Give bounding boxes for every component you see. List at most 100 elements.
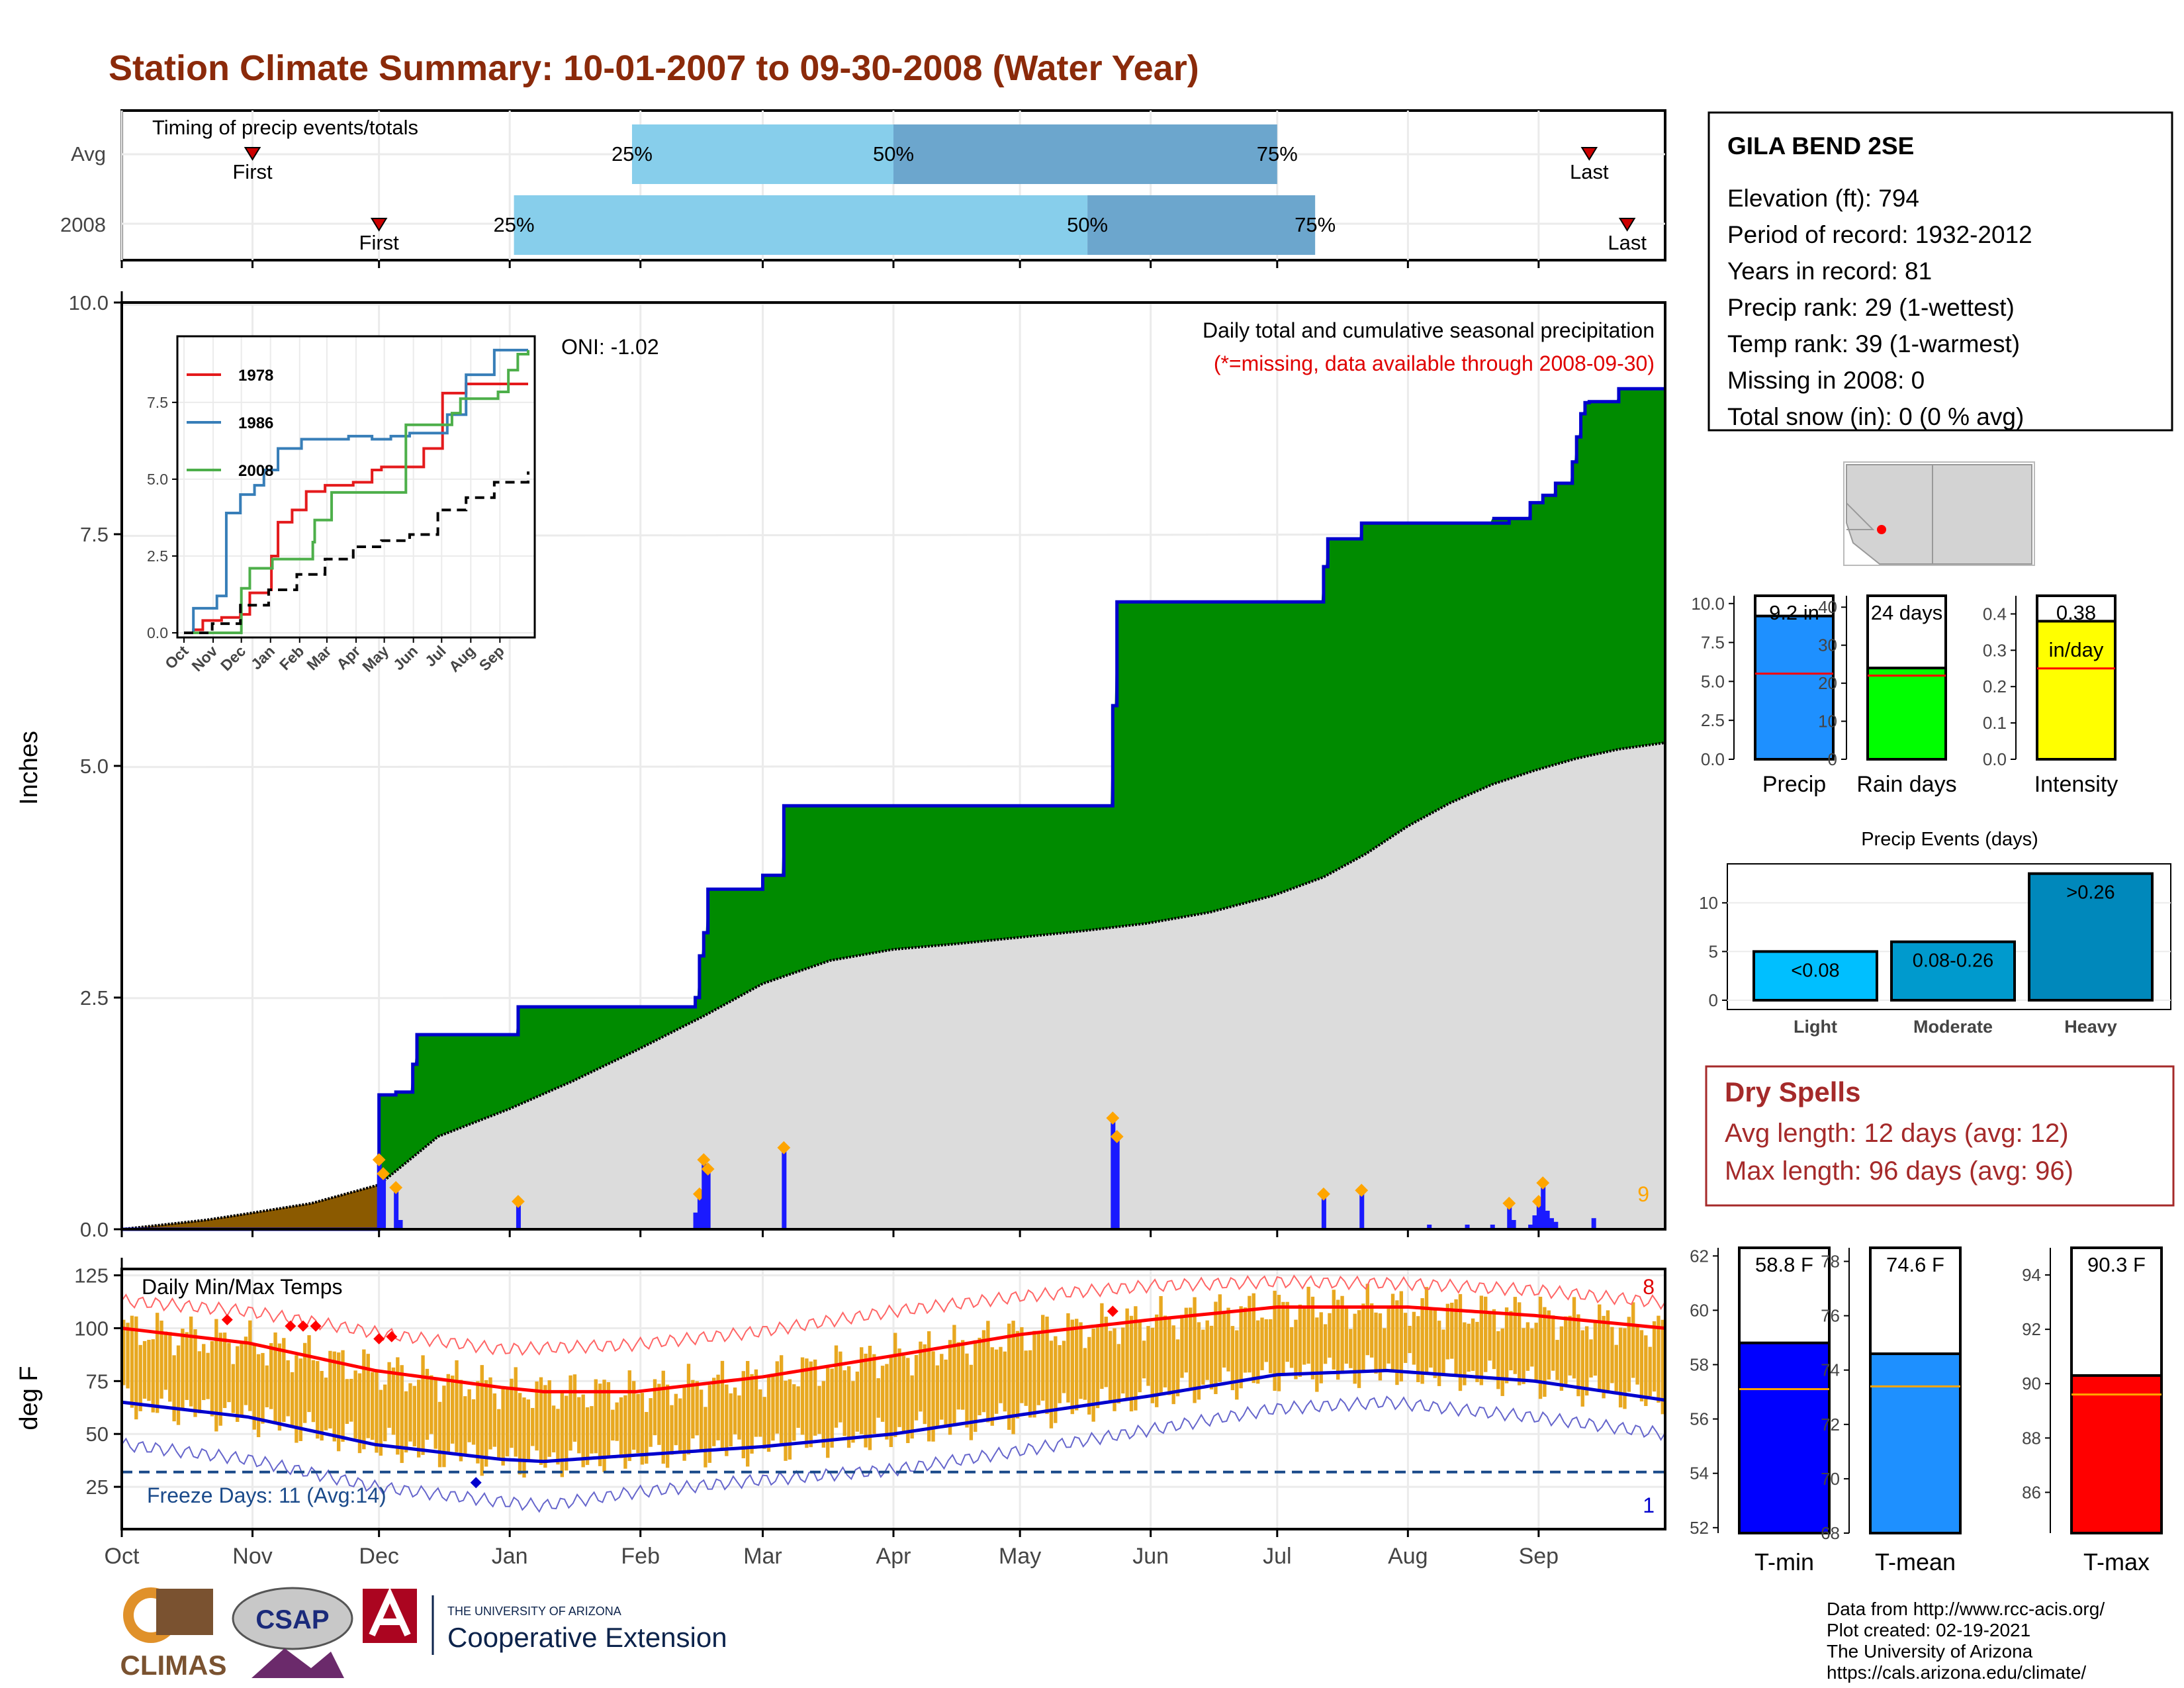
precip-daily-bar: [1532, 1215, 1537, 1229]
temp-daily-bar: [535, 1381, 539, 1451]
temp-daily-bar: [1007, 1323, 1011, 1430]
station-info-line: Precip rank: 29 (1-wettest): [1727, 294, 2015, 321]
temp-daily-bar: [1635, 1325, 1639, 1385]
temp-daily-bar: [1576, 1314, 1580, 1397]
temp-daily-bar: [168, 1332, 172, 1402]
temp-ytick-label: 50: [86, 1423, 109, 1446]
temp-daily-bar: [754, 1369, 758, 1437]
map-border-ca: [1846, 465, 1875, 530]
precip-daily-marker: [1536, 1176, 1550, 1190]
temp-daily-bar: [674, 1393, 678, 1446]
temp-daily-bar: [467, 1389, 471, 1442]
summary-ytick-label: 20: [1818, 673, 1837, 693]
temp-daily-bar: [189, 1316, 193, 1407]
page-title: Station Climate Summary: 10-01-2007 to 0…: [109, 48, 1199, 88]
temp-daily-bar: [931, 1351, 935, 1442]
temp-daily-bar: [526, 1399, 531, 1462]
temp-daily-bar: [649, 1398, 653, 1447]
temp-daily-bar: [1091, 1328, 1095, 1422]
precip-daily-bar: [782, 1147, 787, 1229]
temp-daily-bar: [784, 1380, 788, 1461]
temp-daily-bar: [1066, 1313, 1070, 1403]
events-category-label: Heavy: [2064, 1017, 2117, 1037]
events-bar-label: <0.08: [1791, 960, 1839, 981]
temp-daily-bar: [518, 1393, 522, 1475]
temp-daily-bar: [665, 1384, 670, 1468]
temp-daily-bar: [906, 1358, 910, 1444]
temp-daily-bar: [585, 1407, 590, 1466]
temp-daily-bar: [202, 1344, 206, 1401]
summary-bar-t-max: [2070, 1374, 2163, 1535]
temp-daily-bar: [1205, 1320, 1209, 1380]
temp-daily-bar: [1661, 1319, 1664, 1415]
temp-daily-bar: [631, 1381, 636, 1450]
temp-daily-bar: [560, 1393, 565, 1477]
temp-daily-bar: [1584, 1326, 1589, 1396]
temp-daily-bar: [172, 1355, 176, 1422]
temp-daily-bar: [897, 1348, 901, 1427]
precip-annotation-missing: (*=missing, data available through 2008-…: [1214, 352, 1655, 375]
temp-daily-bar: [349, 1378, 353, 1422]
precip-daily-bar: [1541, 1183, 1546, 1229]
precip-ytick-label: 0.0: [80, 1218, 109, 1241]
temp-daily-bar: [366, 1354, 370, 1438]
temp-daily-bar: [298, 1358, 302, 1441]
temp-daily-bar: [142, 1340, 147, 1399]
events-ytick-label: 0: [1709, 990, 1718, 1010]
temp-daily-bar: [699, 1389, 704, 1452]
timing-bars: 25% 50% 75% First Last 25% 50% 75% First Last: [232, 124, 1647, 255]
temp-daily-bar: [290, 1372, 295, 1428]
ua-logo: THE UNIVERSITY OF ARIZONA Cooperative Ex…: [363, 1587, 727, 1655]
station-info-line: Years in record: 81: [1727, 258, 1932, 285]
temp-daily-bar: [691, 1380, 695, 1438]
temp-daily-bar: [345, 1379, 349, 1425]
temp-daily-bar: [981, 1330, 986, 1413]
temp-daily-bar: [720, 1360, 725, 1450]
temp-daily-bar: [645, 1412, 649, 1464]
inset-ytick-label: 5.0: [147, 471, 168, 488]
credit-line-1: Data from http://www.rcc-acis.org/: [1827, 1599, 2105, 1619]
precip-daily-bar: [1528, 1225, 1533, 1229]
temp-daily-bar: [138, 1344, 142, 1411]
inset-legend-label-1986: 1986: [238, 414, 273, 432]
summary-ytick-label: 10: [1818, 712, 1837, 731]
inset-series-2008: [184, 350, 529, 634]
temp-daily-bar: [737, 1395, 741, 1440]
temp-daily-bar: [122, 1319, 126, 1385]
temp-daily-bar: [1302, 1306, 1306, 1365]
temp-daily-bar: [1058, 1345, 1062, 1403]
timing-first-marker: [370, 218, 388, 232]
temp-daily-bar: [1555, 1340, 1559, 1380]
temp-daily-bar: [412, 1385, 417, 1447]
temp-daily-bar: [1564, 1316, 1568, 1387]
temp-daily-bar: [375, 1370, 379, 1453]
temp-daily-bar: [851, 1381, 855, 1443]
summary-ytick-label: 0.2: [1983, 677, 2007, 696]
station-info-line: Elevation (ft): 794: [1727, 185, 1919, 212]
temp-summary-bars: 52 54 56 58 60 62 58.8 F T-min 68 70 72 74 76 78 74.6 …: [1690, 1246, 2163, 1575]
timing-bar-2008-q2: [514, 195, 1088, 255]
temp-daily-bar: [581, 1394, 585, 1468]
temp-daily-bar: [914, 1354, 919, 1421]
temp-daily-bar: [1159, 1295, 1163, 1395]
temp-daily-bar: [1492, 1309, 1496, 1370]
summary-ytick-label: 0.0: [1983, 749, 2007, 769]
precip-daily-marker: [1355, 1184, 1369, 1197]
temp-title: Daily Min/Max Temps: [142, 1275, 342, 1299]
temp-daily-bar: [1349, 1329, 1353, 1368]
temp-daily-bar: [1264, 1319, 1269, 1362]
temp-daily-bar: [417, 1380, 421, 1458]
temp-daily-bar: [1580, 1330, 1584, 1407]
temp-daily-bar: [1530, 1328, 1534, 1367]
temp-daily-bar: [1230, 1326, 1235, 1391]
precip-daily-marker: [389, 1181, 403, 1194]
temp-daily-bar: [729, 1393, 733, 1447]
temp-daily-bar: [1175, 1339, 1180, 1397]
temp-daily-bar: [725, 1384, 729, 1456]
temp-daily-bar: [1429, 1308, 1433, 1368]
temp-daily-bar: [1083, 1348, 1087, 1400]
summary-ytick-label: 0.1: [1983, 713, 2007, 733]
temp-daily-bar: [910, 1375, 914, 1439]
